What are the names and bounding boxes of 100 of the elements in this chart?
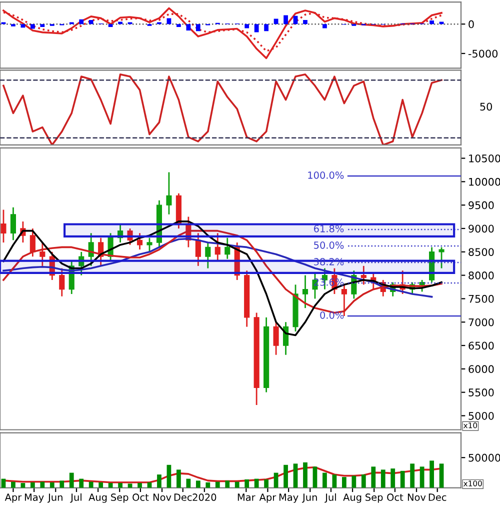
y-tick-label: 10000 (469, 178, 500, 186)
bar (225, 480, 230, 488)
x-tick-label: Oct (132, 494, 149, 501)
bar (264, 24, 268, 32)
y-tick-label: 50000 (468, 454, 500, 462)
bar (234, 482, 240, 488)
x-tick-label: Jul (70, 493, 82, 503)
bar (284, 464, 288, 488)
bar (244, 24, 250, 28)
bar (361, 474, 366, 488)
bar (254, 24, 259, 32)
bar (186, 24, 191, 31)
bar (108, 24, 113, 28)
annotation: 50.0% (314, 241, 344, 249)
bar (166, 18, 172, 24)
bar (352, 476, 356, 488)
bar (303, 462, 308, 488)
bar (186, 478, 191, 488)
y-tick-label: -5000 (468, 50, 498, 58)
bar (176, 470, 181, 488)
text: 50 (480, 102, 492, 111)
bar (69, 472, 74, 488)
bar (430, 460, 434, 488)
y-tick-label: 0 (468, 20, 474, 28)
y-tick-label: 5500 (468, 388, 494, 396)
bar (284, 15, 288, 24)
bar (312, 466, 318, 488)
bar (11, 482, 16, 488)
x-tick-label: Sep (111, 494, 128, 503)
bar (380, 470, 386, 488)
bar (410, 464, 415, 488)
x-tick-label: Jun (302, 494, 317, 503)
bar (138, 482, 142, 488)
x-tick-label: Aug (343, 494, 362, 503)
bar (98, 482, 104, 488)
y-tick-label: 7500 (468, 294, 494, 303)
candlestick (127, 228, 133, 246)
annotation: 100.0% (308, 172, 344, 179)
bar (118, 482, 122, 488)
candlestick (0, 209, 6, 244)
bar (60, 480, 64, 488)
bar (371, 466, 376, 488)
bar (293, 464, 298, 488)
candlestick (146, 237, 152, 253)
y-tick-label: 8500 (468, 248, 494, 256)
x-tick-label: Nov (408, 494, 426, 501)
x-tick-label: Dec (174, 494, 192, 501)
bar (322, 472, 327, 488)
bar (215, 482, 220, 488)
annotation: 61.8% (314, 224, 344, 232)
annotation: 38.2% (314, 258, 344, 266)
bar (40, 482, 45, 488)
x-tick-label: Nov (153, 494, 172, 501)
annotation: 0.0% (320, 311, 344, 319)
x-tick-label: Sep (366, 494, 383, 503)
bar (439, 464, 444, 488)
x-tick-label: 2020 (192, 494, 216, 501)
x-tick-label: May (24, 494, 44, 503)
bar (196, 24, 200, 32)
y-tick-label: 10500 (469, 154, 500, 162)
bar (400, 470, 405, 488)
y-tick-label: 6500 (468, 342, 494, 350)
bar (206, 482, 210, 488)
bar (420, 466, 424, 488)
bar (88, 482, 94, 488)
bar (342, 476, 346, 488)
bar (439, 22, 444, 24)
bar (79, 478, 84, 488)
x-tick-label: Oct (387, 494, 404, 501)
x-tick-label: Apr (4, 494, 22, 503)
x-tick-label: Aug (88, 494, 107, 503)
bar (20, 24, 26, 28)
x-tick-label: Dec (428, 494, 446, 501)
bar (50, 482, 54, 488)
bar (88, 20, 94, 24)
bar (118, 22, 122, 24)
bar (157, 474, 162, 488)
bar (390, 468, 396, 488)
bar (322, 24, 327, 28)
bar (244, 479, 250, 488)
bar (254, 478, 259, 488)
y-tick-label: 9000 (468, 224, 494, 233)
y-tick-label: 9500 (468, 201, 494, 210)
bar (274, 472, 278, 488)
bar (40, 24, 45, 28)
y-tick-label: 6000 (468, 365, 494, 374)
bar (30, 24, 35, 29)
x-tick-label: Apr (259, 494, 276, 503)
y-tick-label: 8000 (468, 272, 494, 280)
x-tick-label: Mar (238, 494, 256, 501)
bar (303, 20, 308, 24)
x-tick-label: May (279, 494, 298, 503)
bar (264, 479, 268, 488)
x-tick-label: Jun (48, 494, 62, 503)
y-tick-label: 7000 (468, 318, 494, 326)
bar (30, 482, 35, 488)
bar (430, 20, 434, 24)
bar (79, 19, 84, 24)
y-tick-label: 5000 (468, 412, 494, 420)
bar (196, 480, 200, 488)
